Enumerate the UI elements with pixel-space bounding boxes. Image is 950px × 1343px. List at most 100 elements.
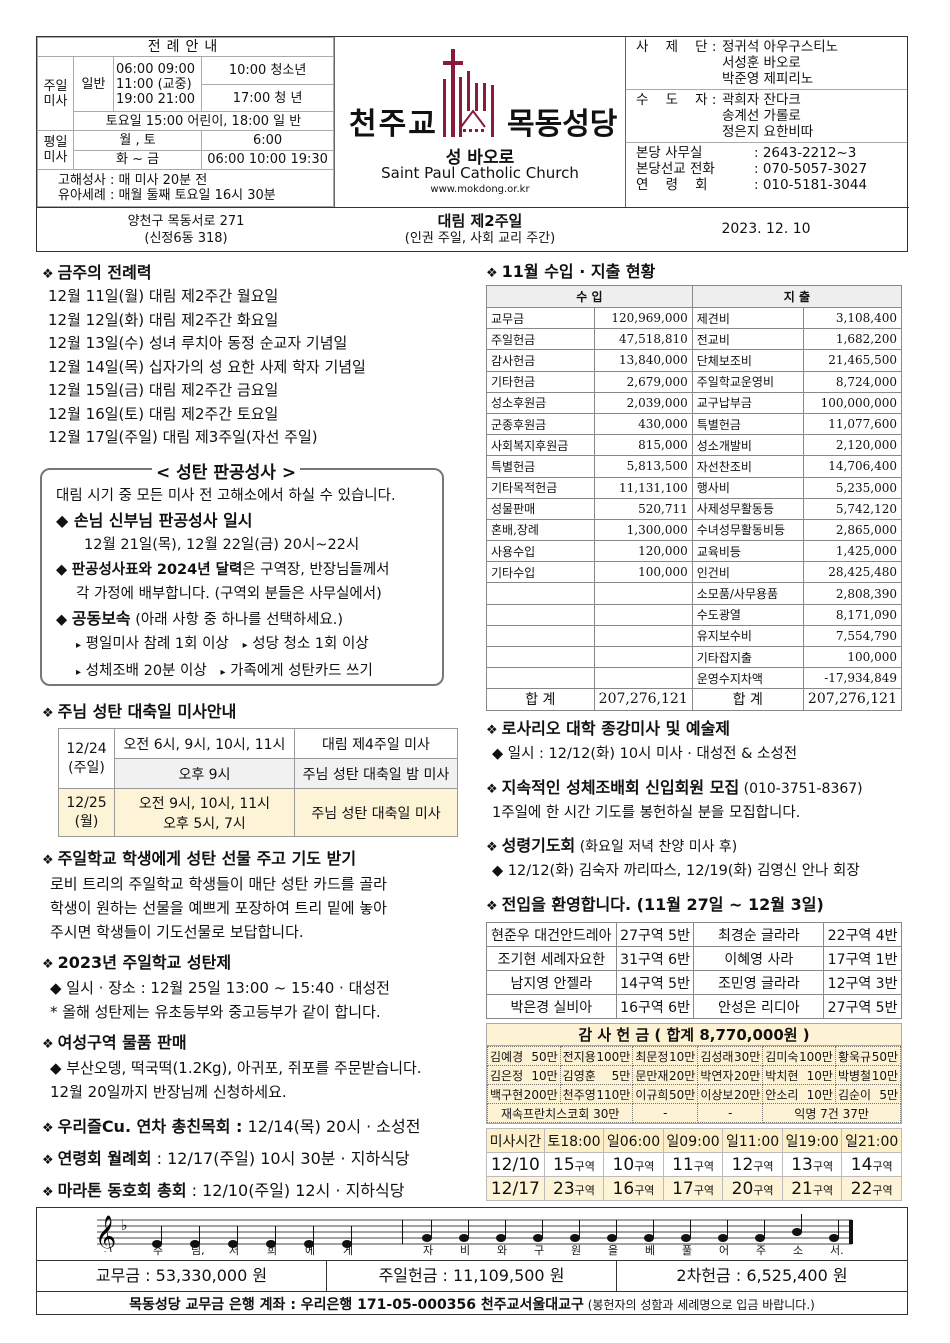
lyric-syllable: 소 xyxy=(793,1244,804,1257)
district-number: 22 xyxy=(850,1178,873,1199)
income-item: 성물판매 xyxy=(486,497,595,520)
priest-name: 박준영 제피리노 xyxy=(722,71,814,87)
finance-row: 사회복지후원금 815,000 성소개발비 2,120,000 xyxy=(486,434,903,457)
income-amount: 13,840,000 xyxy=(593,349,693,372)
church-emblem-icon xyxy=(443,49,494,137)
treble-clef-icon: 𝄞 xyxy=(95,1215,116,1252)
sunday-offering-total: 주일헌금 : 11,109,500 원 xyxy=(327,1261,617,1291)
diamond-bullet-icon: ❖ xyxy=(486,898,498,914)
music-note xyxy=(607,1234,617,1242)
finance-row: 교무금 120,969,000 제견비 3,108,400 xyxy=(486,306,903,330)
notice-detail: : 12/17(주일) 10시 30분 · 지하식당 xyxy=(151,1149,410,1168)
finance-row: 사용수입 120,000 교육비등 1,425,000 xyxy=(486,540,903,563)
mass-time-header: 토18:00 xyxy=(543,1128,605,1153)
priests-label: 사 제 단 : xyxy=(636,39,717,55)
income-item: 특별헌금 xyxy=(486,455,595,478)
duty-district: 23구역 xyxy=(543,1176,605,1201)
district-unit: 구역 xyxy=(693,1183,714,1197)
mass-duty-table: 미사시간 토18:00 일06:00 일09:00 일11:00 일19:00 일21:00… xyxy=(486,1128,902,1201)
income-item: 혼배,장례 xyxy=(486,518,595,542)
mass-name: 대림 제4주일 미사 xyxy=(293,728,459,759)
liturgy-day: 12월 14일(목) 십자가의 성 요한 사제 학자 기념일 xyxy=(48,357,366,376)
notice: ❖ 2023년 주일학교 성탄제 ◆ 일시 · 장소 : 12월 25일 13:00… xyxy=(42,952,467,1024)
finance-row: 주일헌금 47,518,810 전교비 1,682,200 xyxy=(486,328,903,351)
liturgy-calendar: ❖ 금주의 전례력 12월 11일(월) 대림 제2주간 월요일 12월 12일(화… xyxy=(42,259,462,450)
donor-name: 황욱규 xyxy=(837,1049,872,1064)
liturgy-day: 12월 12일(화) 대림 제2주간 화요일 xyxy=(48,310,279,329)
address-old: (신정6동 318) xyxy=(144,230,228,246)
expense-item: 전교비 xyxy=(691,328,804,351)
donor-name: 안소리 xyxy=(765,1087,799,1102)
income-item xyxy=(486,645,595,669)
section-title: 11월 수입 · 지출 현황 xyxy=(501,262,656,281)
finance-row: 소모품/사무용품 2,808,390 xyxy=(486,582,903,605)
priest-name: 정귀석 아우구스티노 xyxy=(722,39,839,55)
donor: 황욱규 50만 xyxy=(834,1046,902,1066)
penance-option: 성당 청소 1회 이상 xyxy=(252,636,369,652)
income-item: 성소후원금 xyxy=(486,391,595,414)
donor-amount: 20만 xyxy=(733,1087,761,1102)
sunday-time: 06:00 09:00 xyxy=(116,61,196,77)
income-amount xyxy=(593,603,693,626)
finance-row: 성물판매 520,711 사제성무활동등 5,742,120 xyxy=(486,497,903,520)
district-unit: 구역 xyxy=(574,1159,595,1173)
liturgy-day: 12월 17일(주일) 대림 제3주일(자선 주일) xyxy=(48,428,318,446)
donor-name: 박연자 xyxy=(700,1068,734,1083)
mass-time-header: 일19:00 xyxy=(781,1128,843,1153)
donor-name: 이상보 xyxy=(700,1087,734,1102)
lyric-syllable: 베 xyxy=(645,1244,656,1257)
notice-title: 지속적인 성체조배회 신입회원 모집 xyxy=(501,777,740,797)
notice-detail: 12/14(목) 20시 · 소성전 xyxy=(242,1117,421,1136)
donor-name: 김영훈 xyxy=(562,1068,596,1083)
income-item: 감사헌금 xyxy=(486,349,595,372)
newcomer-name: 현준우 대건안드레아 xyxy=(486,922,617,947)
income-amount: 520,711 xyxy=(593,497,693,520)
sunday-time: 19:00 21:00 xyxy=(116,91,196,107)
thanks-row: 재속프란치스코회 30만 - - 익명 7건 37만 xyxy=(486,1103,901,1123)
newcomer-row: 현준우 대건안드레아 27구역 5반 최경순 글라라 22구역 4반 xyxy=(486,922,902,947)
flat-icon: ♭ xyxy=(121,1218,128,1234)
general-label: 일반 xyxy=(73,56,114,113)
donor: 박치현 10만 xyxy=(762,1065,836,1085)
thanks-cell: - xyxy=(697,1103,764,1123)
notice-title: 주일학교 학생에게 성탄 선물 주고 기도 받기 xyxy=(57,849,357,868)
music-note xyxy=(792,1228,802,1236)
donor-amount: 110만 xyxy=(596,1087,631,1102)
district-unit: 구역 xyxy=(634,1183,655,1197)
music-note xyxy=(644,1234,654,1242)
thanks-cell: 재속프란치스코회 30만 xyxy=(486,1103,634,1123)
newcomer-row: 조기현 세례자요한 31구역 6반 이혜영 사라 17구역 1반 xyxy=(486,946,902,971)
lyric-syllable: 구 xyxy=(534,1244,545,1257)
newcomer-row: 남지영 안젤라 14구역 5반 조민영 글라라 12구역 3반 xyxy=(486,970,902,995)
duty-district: 16구역 xyxy=(603,1176,664,1201)
lyric-syllable: 희 xyxy=(267,1244,278,1257)
income-amount: 47,518,810 xyxy=(593,328,693,351)
donor-amount: 10만 xyxy=(669,1049,696,1064)
district-number: 21 xyxy=(791,1178,813,1199)
income-item: 사회복지후원금 xyxy=(486,434,595,457)
income-amount: 120,969,000 xyxy=(593,306,693,330)
young-adult-mass: 17:00 청 년 xyxy=(201,83,334,113)
music-note xyxy=(570,1234,580,1242)
diamond-bullet-icon: ❖ xyxy=(42,1185,54,1200)
newcomer-name: 조민영 글라라 xyxy=(693,970,825,995)
notice: ❖ 로사리오 대학 종강미사 및 예술제 ◆ 일시 : 12/12(화) 10시 미… xyxy=(486,717,906,767)
mass-time-header: 일21:00 xyxy=(841,1128,902,1153)
finance-row: 기타수입 100,000 인건비 28,425,480 xyxy=(486,561,903,584)
donor-name: 전지용 xyxy=(562,1049,596,1064)
christmas-mass-section: ❖ 주님 성탄 대축일 미사안내 12/24 (주일) 오전 6시, 9시, 10시,… xyxy=(42,698,462,837)
sister-name: 정은지 요한비따 xyxy=(722,124,814,140)
lyric-syllable: 게 xyxy=(343,1244,354,1257)
contact-label: 본당선교 전화 xyxy=(636,161,715,177)
expense-item: 제견비 xyxy=(691,306,804,330)
expense-amount: 100,000 xyxy=(802,645,903,669)
income-amount: 815,000 xyxy=(593,434,693,457)
mass-time-header: 일11:00 xyxy=(722,1128,783,1153)
penance-title: 공동보속 xyxy=(71,608,131,628)
music-note xyxy=(266,1240,276,1248)
donor: 박연자 20만 xyxy=(697,1065,764,1085)
expense-amount: 7,554,790 xyxy=(802,624,903,648)
bar-line xyxy=(849,1220,853,1244)
liturgy-day: 12월 15일(금) 대림 제2주간 금요일 xyxy=(48,381,279,399)
music-note xyxy=(681,1234,691,1242)
